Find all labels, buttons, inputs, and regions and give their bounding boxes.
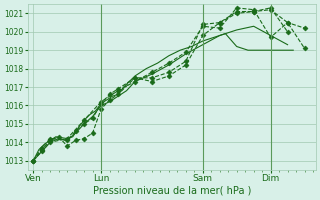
X-axis label: Pression niveau de la mer( hPa ): Pression niveau de la mer( hPa ) xyxy=(92,186,251,196)
